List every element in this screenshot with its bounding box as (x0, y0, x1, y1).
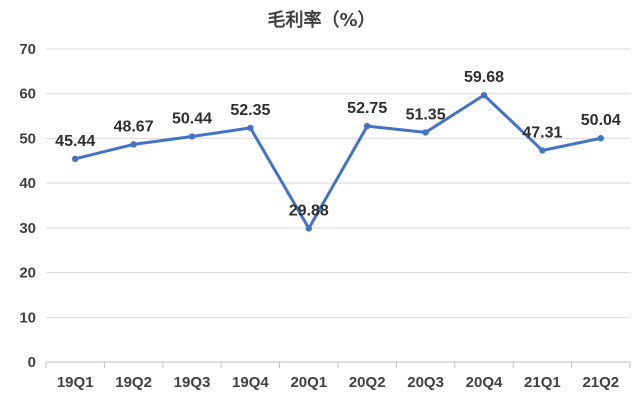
data-label: 29.88 (289, 202, 329, 219)
x-tick-label: 21Q1 (524, 374, 561, 391)
data-point (72, 155, 79, 163)
x-tick-label: 21Q2 (582, 374, 619, 391)
data-point (130, 141, 137, 148)
y-tick-label: 10 (19, 309, 36, 326)
data-label: 45.44 (55, 133, 95, 150)
y-tick-label: 20 (19, 265, 36, 282)
x-tick-label: 19Q2 (115, 374, 152, 391)
data-label: 47.31 (522, 124, 562, 141)
data-label: 50.04 (581, 112, 621, 129)
x-tick-label: 20Q1 (290, 374, 327, 391)
series-line (74, 93, 602, 230)
data-label: 52.75 (347, 100, 387, 117)
data-point (247, 124, 254, 132)
x-tick-label: 20Q4 (466, 374, 503, 391)
x-tick-label: 20Q3 (407, 374, 444, 391)
x-tick-label: 19Q1 (57, 374, 94, 391)
y-tick-label: 40 (19, 175, 36, 192)
data-point (188, 133, 196, 140)
data-label: 50.44 (172, 110, 212, 127)
y-tick-label: 60 (19, 86, 36, 103)
data-label: 51.35 (406, 106, 446, 123)
data-point (539, 147, 546, 154)
chart-title: 毛利率（%） (267, 10, 376, 31)
data-point (422, 129, 429, 136)
data-label: 52.35 (230, 102, 270, 119)
data-point (364, 122, 371, 130)
y-tick-label: 0 (28, 354, 36, 371)
x-tick-label: 19Q3 (174, 374, 211, 391)
y-tick-label: 30 (19, 220, 36, 237)
data-label: 59.68 (464, 69, 504, 86)
data-label: 48.67 (114, 118, 154, 135)
y-tick-label: 50 (19, 130, 36, 147)
data-point (480, 91, 488, 99)
data-point (597, 135, 604, 142)
x-tick-label: 19Q4 (232, 374, 269, 391)
y-tick-label: 70 (19, 41, 36, 58)
data-point (305, 225, 312, 232)
x-tick-label: 20Q2 (349, 374, 386, 391)
